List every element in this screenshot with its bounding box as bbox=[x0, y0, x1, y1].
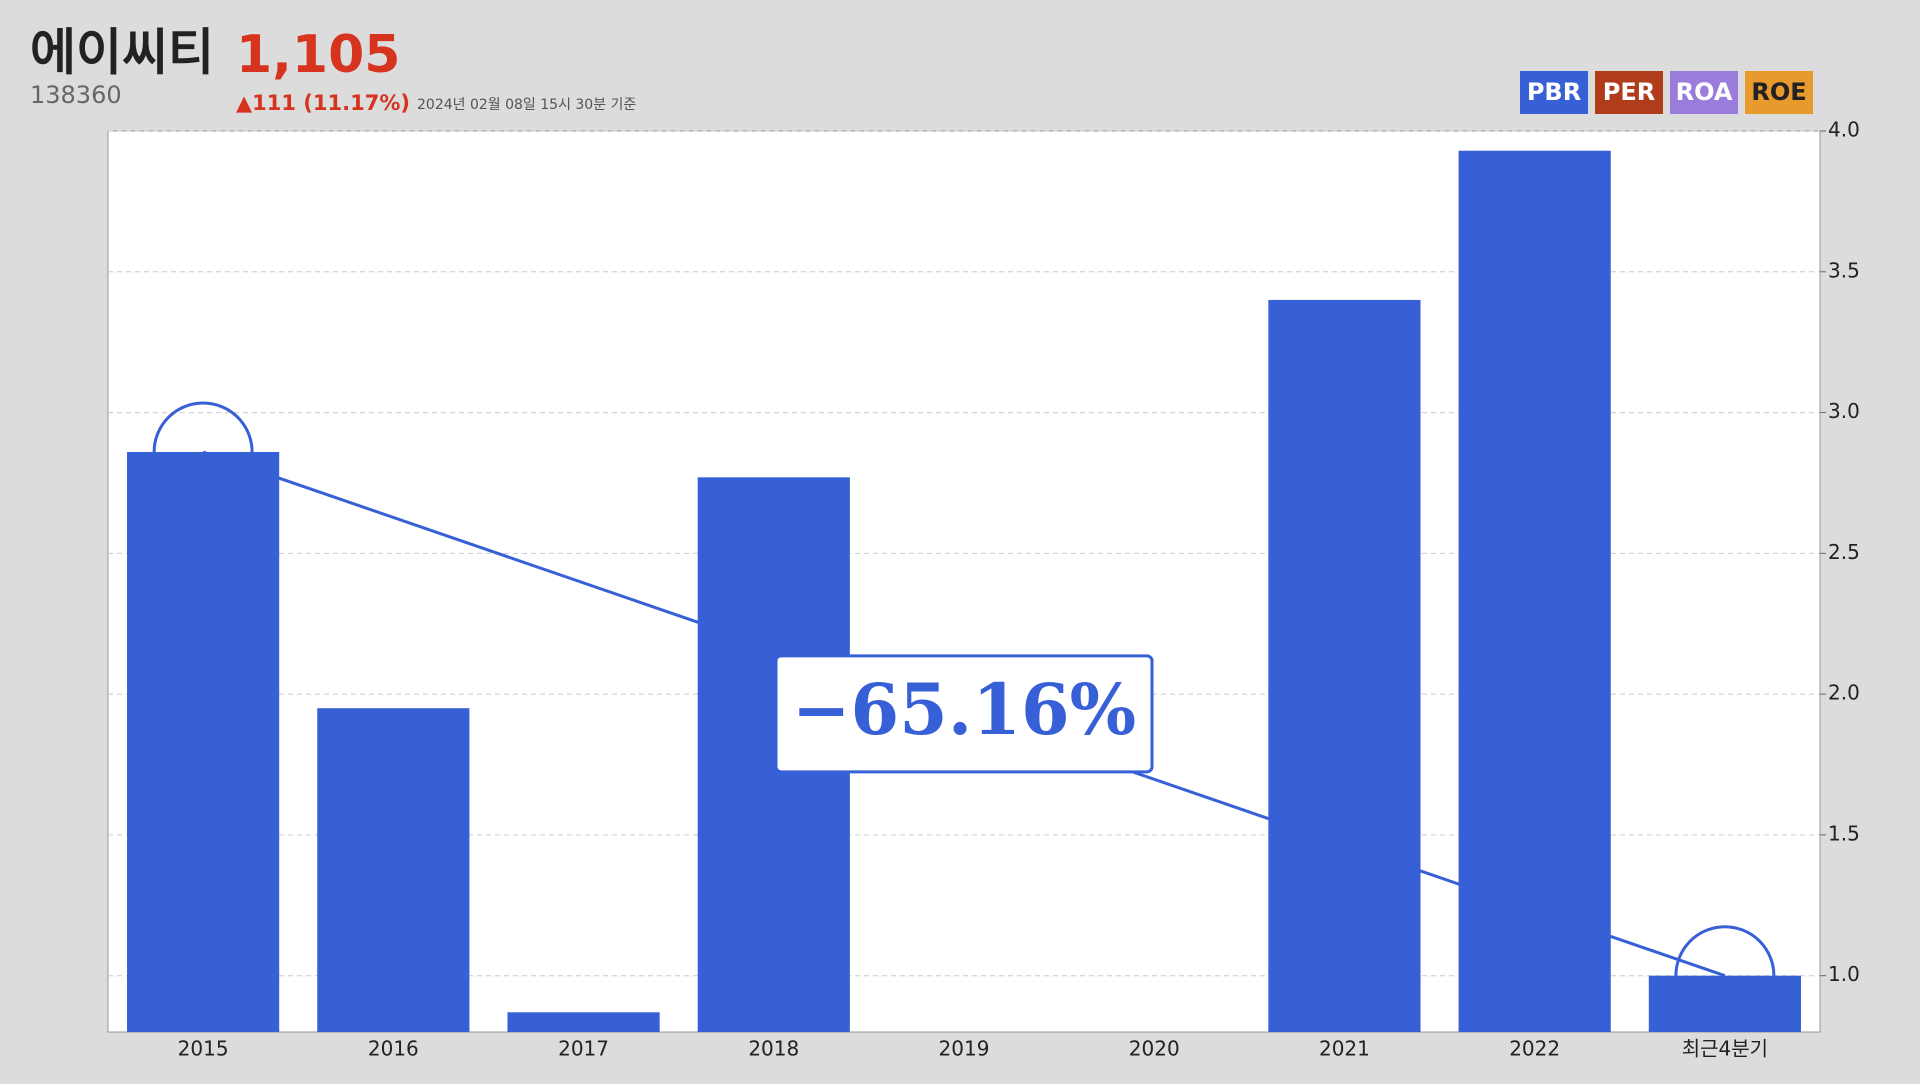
y-tick-label: 1.0 bbox=[1828, 962, 1860, 986]
y-tick-label: 2.5 bbox=[1828, 540, 1860, 564]
x-tick-label: 2018 bbox=[748, 1037, 799, 1061]
bar bbox=[127, 451, 280, 1032]
annotation-box bbox=[774, 654, 1154, 774]
x-tick-label: 2016 bbox=[368, 1037, 419, 1061]
tab-label[interactable]: ROE bbox=[1751, 78, 1806, 106]
x-tick-label: 2015 bbox=[178, 1037, 229, 1061]
x-tick-label: 2020 bbox=[1129, 1037, 1180, 1061]
y-tick-label: 4.0 bbox=[1828, 118, 1860, 142]
x-tick-label: 최근4분기 bbox=[1682, 1037, 1768, 1061]
y-tick-label: 1.5 bbox=[1828, 821, 1860, 845]
y-tick-label: 3.5 bbox=[1828, 258, 1860, 282]
price: 1,105 bbox=[236, 25, 400, 85]
bar bbox=[1268, 299, 1421, 1032]
annotation: −65.16% bbox=[792, 668, 1136, 751]
tab-label[interactable]: PER bbox=[1603, 78, 1655, 106]
tab-label[interactable]: PBR bbox=[1527, 78, 1581, 106]
title: 에이씨티 bbox=[30, 24, 214, 82]
marker-circle bbox=[152, 401, 254, 503]
bar bbox=[1648, 975, 1801, 1032]
bar bbox=[317, 708, 470, 1032]
y-tick-label: 3.0 bbox=[1828, 399, 1860, 423]
code: 138360 bbox=[30, 81, 122, 109]
x-tick-label: 2019 bbox=[939, 1037, 990, 1061]
x-tick-label: 2021 bbox=[1319, 1037, 1370, 1061]
bar bbox=[1458, 150, 1611, 1033]
tab-label[interactable]: ROA bbox=[1676, 78, 1733, 106]
x-tick-label: 2017 bbox=[558, 1037, 609, 1061]
change: ▲111 (11.17%) bbox=[236, 91, 410, 115]
timestamp: 2024년 02월 08일 15시 30분 기준 bbox=[417, 97, 636, 113]
tab[interactable] bbox=[1520, 71, 1588, 114]
bar bbox=[507, 1012, 660, 1032]
tab[interactable] bbox=[1745, 71, 1813, 114]
y-tick-label: 2.0 bbox=[1828, 681, 1860, 705]
marker-circle bbox=[1674, 925, 1776, 1027]
tab[interactable] bbox=[1670, 71, 1738, 114]
x-tick-label: 2022 bbox=[1509, 1037, 1560, 1061]
tab[interactable] bbox=[1595, 71, 1663, 114]
